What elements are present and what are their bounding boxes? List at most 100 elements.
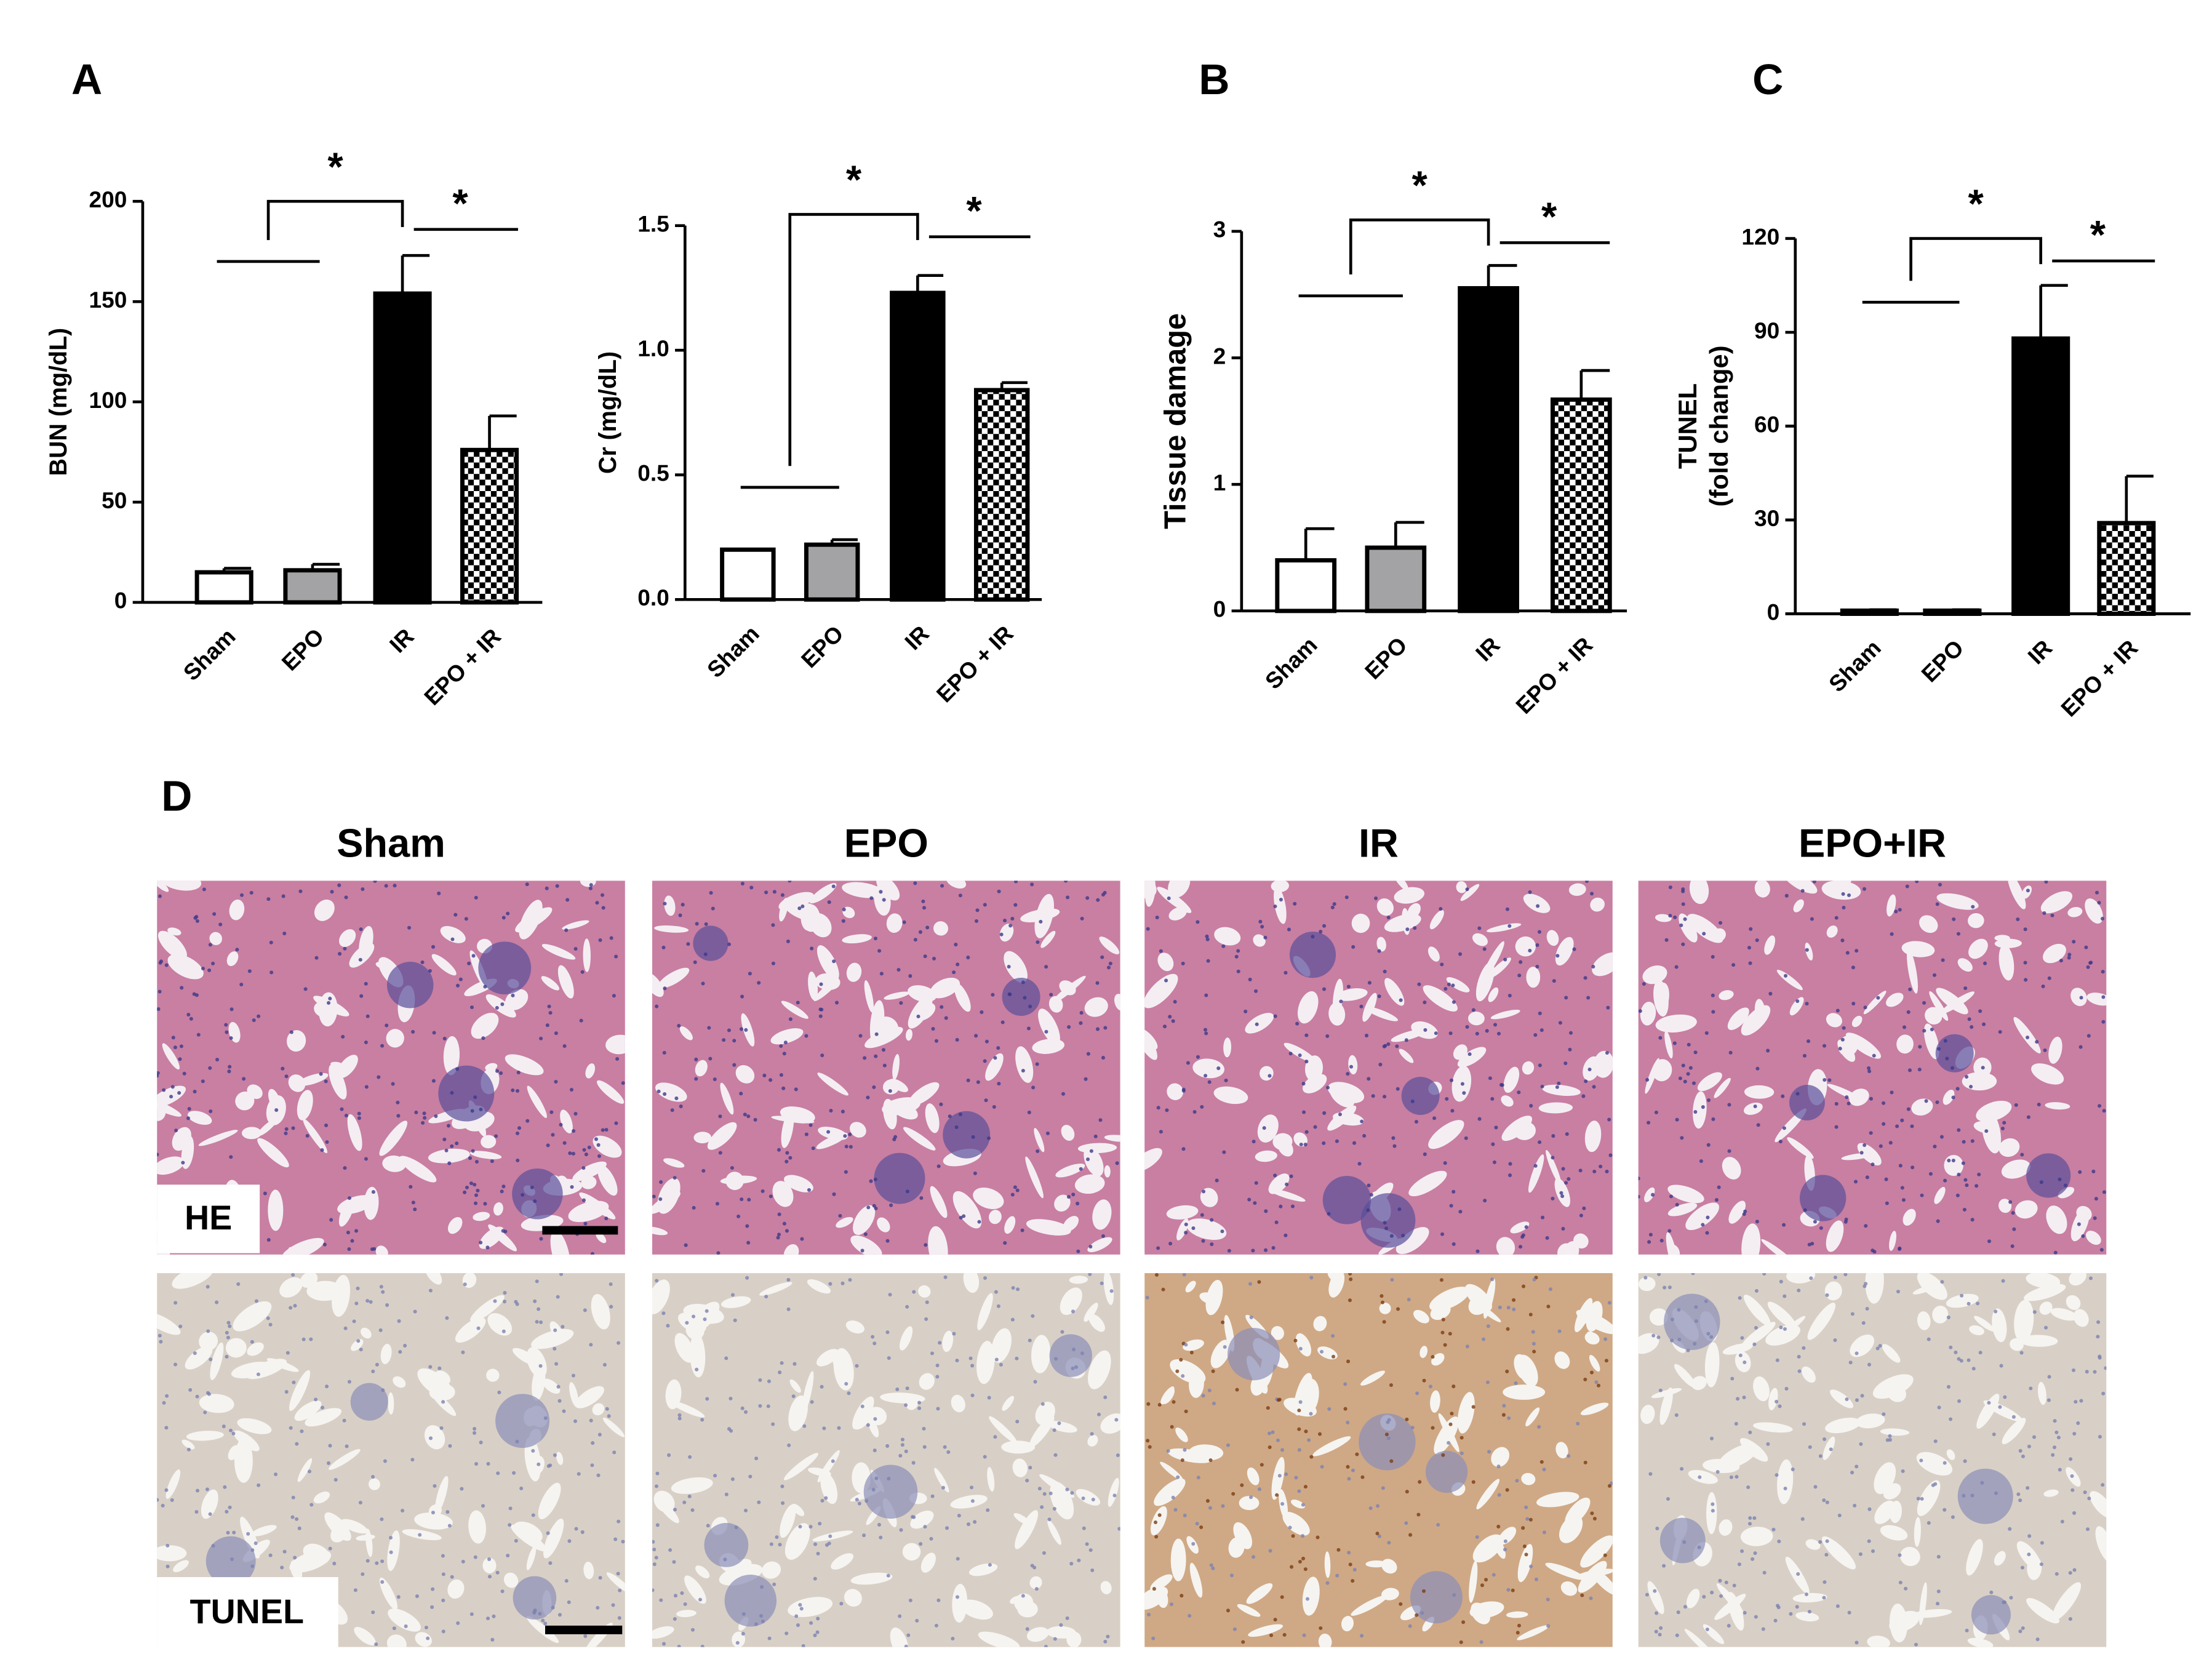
glomerulus (1322, 1176, 1372, 1225)
nucleus (895, 1387, 900, 1391)
tubule (1468, 1012, 1485, 1026)
nucleus (1858, 1552, 1863, 1556)
nucleus (371, 1610, 375, 1615)
tubule (1446, 977, 1470, 993)
nucleus (832, 959, 836, 964)
nucleus (1680, 1136, 1684, 1140)
nucleus (1249, 1315, 1253, 1319)
nucleus (1152, 1587, 1156, 1591)
tubule (1976, 1394, 2000, 1429)
nucleus (2018, 1448, 2022, 1453)
tubule (1145, 881, 1156, 907)
nucleus (1309, 1276, 1314, 1280)
tubule (337, 1195, 375, 1215)
nucleus (1638, 1009, 1642, 1013)
nucleus (1936, 1554, 1941, 1559)
tubule (1787, 1137, 1814, 1159)
nucleus (1568, 1031, 1573, 1035)
tubule (1845, 1033, 1882, 1059)
nucleus (904, 1449, 908, 1453)
nucleus (2018, 1629, 2022, 1634)
nucleus (557, 1613, 562, 1617)
tubule (542, 1378, 561, 1394)
tubule (1100, 1413, 1120, 1434)
nucleus (813, 1633, 817, 1637)
tubule (1867, 1636, 1890, 1647)
bar (373, 291, 432, 605)
nucleus (973, 1171, 977, 1175)
tubule (1807, 1303, 1835, 1340)
nucleus (1847, 1101, 1851, 1106)
nucleus (1040, 1505, 1044, 1509)
nucleus (1459, 1436, 1464, 1440)
nucleus (1346, 1420, 1350, 1424)
nucleus (1036, 1149, 1040, 1153)
nucleus (1898, 1580, 1903, 1584)
tubule (954, 983, 971, 1012)
nucleus (612, 1450, 617, 1455)
nucleus (614, 1121, 618, 1125)
nucleus (1212, 1401, 1216, 1405)
nucleus (828, 1534, 832, 1538)
nucleus (519, 1486, 524, 1490)
nucleus (1089, 1149, 1093, 1153)
nucleus (418, 1533, 422, 1537)
nucleus (1752, 1342, 1757, 1346)
tubule (1419, 1346, 1428, 1358)
nucleus (1066, 895, 1070, 900)
y-tick-label: 3 (1213, 217, 1226, 242)
nucleus (652, 1194, 656, 1199)
nucleus (1557, 1329, 1562, 1333)
nucleus (685, 1320, 689, 1325)
nucleus (966, 1078, 970, 1082)
nucleus (1196, 920, 1200, 924)
nucleus (1776, 1604, 1780, 1608)
nucleus (1537, 1424, 1541, 1429)
nucleus (431, 1511, 435, 1515)
nucleus (955, 1595, 959, 1599)
tubule (1341, 1616, 1354, 1632)
nucleus (860, 1249, 864, 1253)
tubule (1946, 1293, 1979, 1308)
nucleus (727, 1427, 731, 1431)
tubule (1087, 1237, 1112, 1252)
nucleus (1597, 1383, 1601, 1388)
tubule (1590, 897, 1605, 912)
nucleus (379, 1285, 383, 1289)
nucleus (2050, 913, 2054, 917)
nucleus (227, 1069, 231, 1074)
nucleus (582, 1148, 586, 1152)
nucleus (785, 1229, 789, 1233)
nucleus (554, 1031, 558, 1036)
nucleus (314, 956, 319, 960)
nucleus (1546, 1304, 1551, 1309)
nucleus (471, 954, 476, 958)
nucleus (2098, 1356, 2102, 1360)
nucleus (2037, 1102, 2041, 1106)
nucleus (500, 1002, 505, 1007)
nucleus (1538, 1011, 1542, 1015)
x-tick-label: IR (385, 623, 419, 658)
nucleus (1416, 1512, 1421, 1517)
nucleus (441, 1629, 445, 1634)
tubule (1103, 1273, 1114, 1305)
nucleus (495, 1570, 500, 1575)
nucleus (1532, 1277, 1536, 1282)
nucleus (1168, 1242, 1173, 1246)
nucleus (1669, 1194, 1673, 1199)
nucleus (497, 1390, 501, 1394)
nucleus (2053, 1445, 2057, 1450)
nucleus (1205, 1499, 1210, 1503)
nucleus (1783, 1486, 1787, 1490)
tubule (1020, 908, 1060, 922)
nucleus (1754, 1288, 1759, 1293)
nucleus (374, 1642, 378, 1647)
nucleus (1215, 1178, 1219, 1183)
nucleus (1103, 1395, 1108, 1399)
nucleus (2011, 1415, 2016, 1419)
nucleus (1384, 1226, 1389, 1231)
nucleus (977, 1220, 981, 1224)
nucleus (380, 1580, 385, 1584)
texture (1638, 1273, 2107, 1647)
nucleus (1339, 999, 1343, 1004)
